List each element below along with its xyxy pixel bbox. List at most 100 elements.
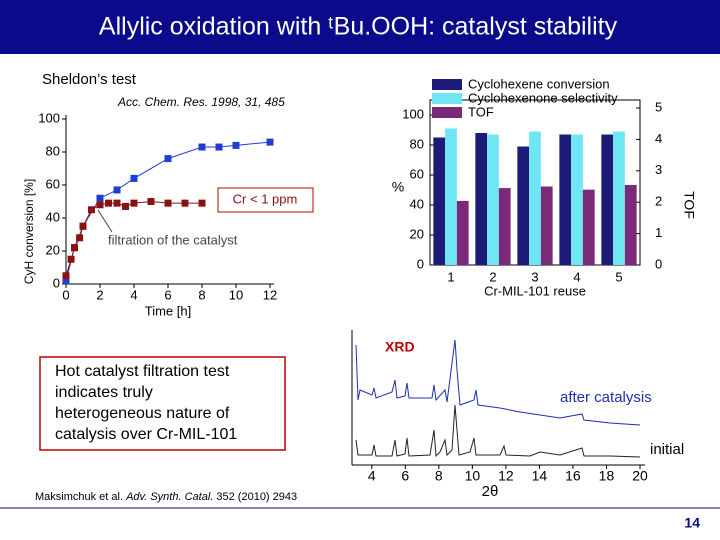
annotation: Cr < 1 ppm bbox=[233, 191, 298, 206]
point bbox=[198, 199, 206, 207]
y-tick-label: 20 bbox=[46, 242, 60, 257]
x-tick-label: 12 bbox=[498, 468, 514, 484]
y2-tick-label: 0 bbox=[655, 256, 662, 271]
point bbox=[181, 199, 189, 207]
x-tick-label: 10 bbox=[465, 468, 481, 484]
bar bbox=[529, 131, 541, 265]
y2-tick-label: 3 bbox=[655, 162, 662, 177]
bar bbox=[540, 186, 553, 265]
bar bbox=[456, 200, 469, 265]
x-tick-label: 14 bbox=[532, 468, 548, 484]
note-line: indicates truly bbox=[55, 384, 153, 401]
point bbox=[62, 277, 70, 285]
bar bbox=[582, 189, 595, 265]
point bbox=[96, 194, 104, 202]
y2-tick-label: 4 bbox=[655, 131, 662, 146]
y-tick-label: 80 bbox=[46, 143, 60, 158]
xrd-trace-initial bbox=[355, 404, 641, 458]
subtitle: Sheldon’s test bbox=[42, 71, 137, 88]
x-tick-label: 3 bbox=[531, 269, 538, 284]
y2-tick-label: 5 bbox=[655, 99, 662, 114]
annotation: initial bbox=[650, 441, 684, 458]
x-tick-label: 4 bbox=[573, 269, 580, 284]
y-tick-label: 60 bbox=[46, 176, 60, 191]
y2-axis-label: TOF bbox=[681, 191, 697, 219]
point bbox=[266, 138, 274, 146]
point bbox=[130, 199, 138, 207]
point bbox=[71, 244, 78, 252]
legend-label: Cyclohexenone selectivity bbox=[468, 90, 618, 105]
point bbox=[122, 202, 129, 210]
point bbox=[232, 141, 240, 149]
y2-tick-label: 1 bbox=[655, 225, 662, 240]
x-tick-label: 6 bbox=[164, 287, 171, 302]
x-tick-label: 2 bbox=[96, 287, 103, 302]
annotation: after catalysis bbox=[560, 389, 652, 406]
x-tick-label: 12 bbox=[263, 287, 277, 302]
point bbox=[113, 199, 121, 207]
point bbox=[79, 222, 87, 230]
point bbox=[67, 255, 75, 263]
x-tick-label: 10 bbox=[229, 287, 243, 302]
note-box bbox=[39, 356, 286, 451]
x-tick-label: 0 bbox=[62, 287, 69, 302]
x-tick-label: 20 bbox=[632, 468, 648, 484]
xrd-trace-after bbox=[355, 339, 641, 426]
x-axis-label: Cr-MIL-101 reuse bbox=[484, 283, 586, 298]
x-tick-label: 8 bbox=[435, 468, 443, 484]
y-tick-label: 100 bbox=[402, 106, 424, 121]
slide-title: Allylic oxidation with ᵗBu.OOH: catalyst… bbox=[99, 13, 618, 41]
annotation-arrow bbox=[97, 209, 113, 233]
title-bar bbox=[0, 0, 720, 54]
bar bbox=[613, 131, 625, 265]
y-axis-label: % bbox=[392, 179, 404, 195]
point bbox=[130, 174, 138, 182]
y-tick-label: 40 bbox=[46, 209, 60, 224]
bar bbox=[445, 128, 457, 265]
legend-label: TOF bbox=[468, 104, 494, 119]
legend-swatch bbox=[432, 93, 462, 104]
citation-journal: Adv. Synth. Catal. bbox=[125, 491, 213, 503]
x-axis-label: 2θ bbox=[482, 483, 499, 500]
y-tick-label: 0 bbox=[417, 256, 424, 271]
x-axis-label: Time [h] bbox=[145, 303, 191, 318]
y-tick-label: 80 bbox=[410, 136, 424, 151]
note-line: heterogeneous nature of bbox=[55, 405, 230, 422]
note-line: Hot catalyst filtration test bbox=[55, 363, 230, 380]
point bbox=[105, 199, 112, 207]
bar bbox=[475, 133, 488, 265]
point bbox=[164, 199, 172, 207]
legend-swatch bbox=[432, 79, 462, 90]
annotation-box bbox=[217, 187, 314, 213]
x-tick-label: 5 bbox=[615, 269, 622, 284]
chart-title: XRD bbox=[385, 339, 415, 355]
point bbox=[215, 143, 223, 151]
y-tick-label: 0 bbox=[53, 275, 60, 290]
point bbox=[62, 272, 70, 280]
note-line: catalysis over Cr-MIL-101 bbox=[55, 426, 237, 443]
bar bbox=[498, 188, 511, 265]
page-number: 14 bbox=[684, 515, 700, 531]
x-tick-label: 6 bbox=[401, 468, 409, 484]
citation-details: 352 (2010) 2943 bbox=[216, 491, 297, 503]
point bbox=[164, 155, 172, 163]
bar bbox=[601, 134, 614, 265]
bar bbox=[433, 137, 446, 265]
x-tick-label: 16 bbox=[565, 468, 581, 484]
bar bbox=[559, 134, 572, 265]
y-tick-label: 40 bbox=[410, 196, 424, 211]
bar bbox=[487, 134, 499, 265]
x-tick-label: 4 bbox=[130, 287, 137, 302]
point bbox=[88, 206, 95, 214]
x-tick-label: 8 bbox=[198, 287, 205, 302]
y-tick-label: 60 bbox=[410, 166, 424, 181]
legend-swatch bbox=[432, 107, 462, 118]
point bbox=[113, 186, 121, 194]
bar bbox=[624, 184, 637, 265]
bar bbox=[517, 146, 530, 265]
x-tick-label: 2 bbox=[489, 269, 496, 284]
citation: Maksimchuk et al. Adv. Synth. Catal. 352… bbox=[35, 491, 297, 503]
legend-label: Cyclohexene conversion bbox=[468, 76, 610, 91]
x-tick-label: 4 bbox=[368, 468, 376, 484]
